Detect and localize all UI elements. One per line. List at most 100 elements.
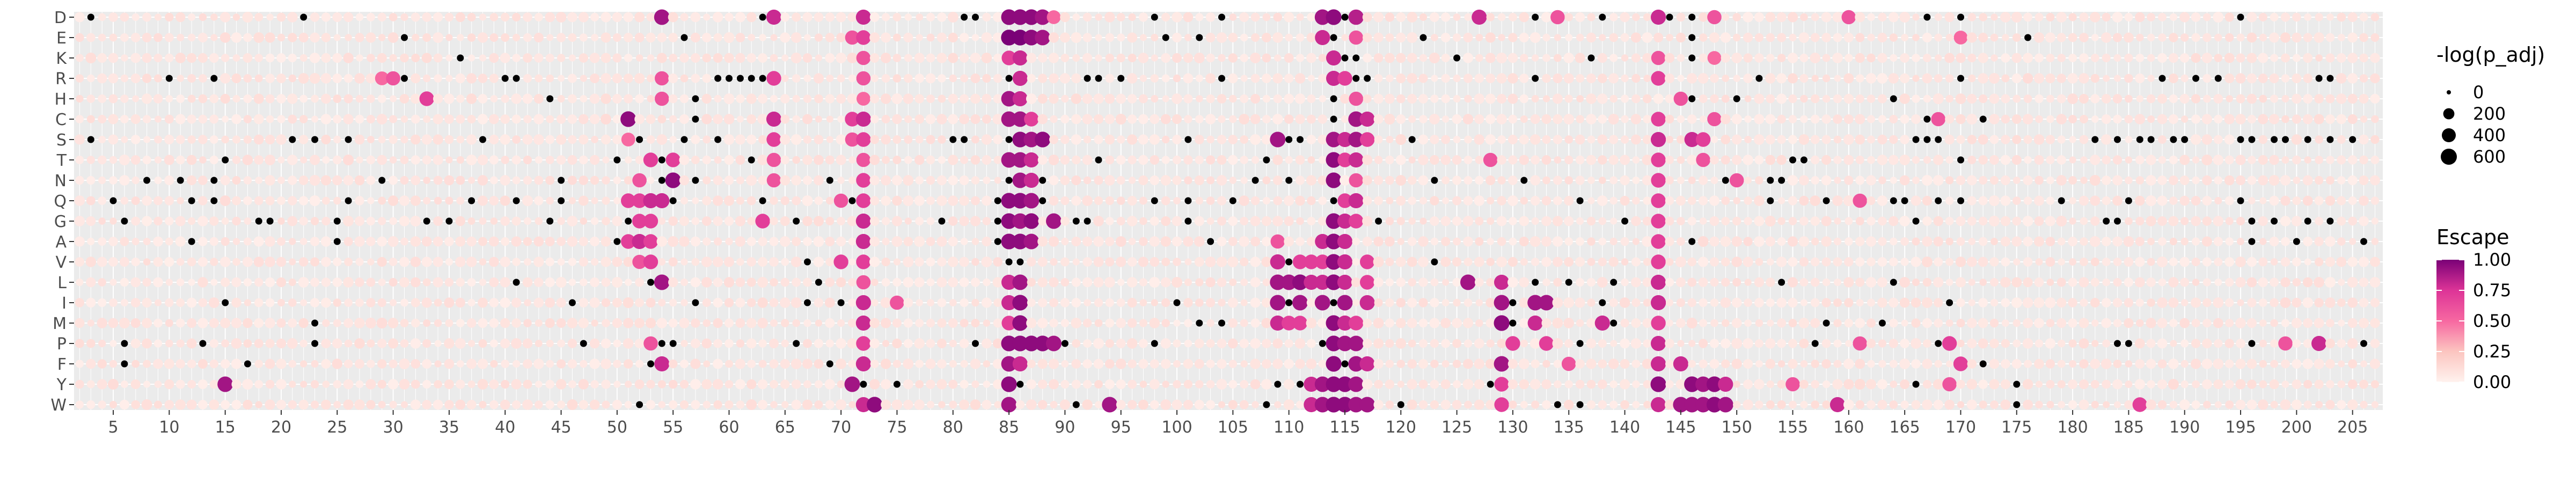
data-point [1292,274,1308,290]
data-point [1912,94,1920,103]
data-point [1798,236,1810,247]
data-point [735,277,745,287]
data-point [322,196,330,205]
data-point [265,175,275,186]
data-point [1609,135,1619,144]
data-point [1630,114,1642,125]
data-point [1184,217,1192,225]
data-point [2146,216,2156,226]
data-point [1744,196,1752,205]
data-point [892,318,902,328]
data-point [2135,195,2145,206]
data-point [713,175,723,185]
y-tick-label: M [53,314,67,333]
data-point [1149,277,1160,288]
data-point [198,135,208,144]
data-point [344,298,353,307]
data-point [1430,379,1439,389]
data-point [1788,115,1797,123]
data-point [1452,360,1461,368]
data-point [2058,401,2066,408]
data-point [612,53,622,63]
data-point [479,217,487,225]
data-point [2179,257,2190,267]
data-point [1162,380,1169,388]
data-point [1731,236,1742,247]
data-point [1899,155,1911,165]
data-point [2146,318,2156,328]
data-point [2012,319,2021,327]
data-point [2011,358,2022,369]
data-point [1529,338,1541,349]
data-point [856,336,871,351]
data-point [780,155,790,165]
data-point [992,32,1003,43]
data-point [332,12,342,22]
data-point [1666,13,1673,21]
data-point [2001,257,2010,267]
data-point [1619,297,1630,308]
data-point [1787,12,1798,23]
data-point [1005,177,1013,184]
data-point [580,75,587,82]
data-point [601,298,611,308]
data-point [120,299,128,306]
data-point [210,197,218,204]
data-point [478,318,488,328]
data-point [467,298,475,307]
data-point [971,319,980,327]
data-point [2057,360,2066,368]
data-point [1677,135,1685,144]
data-point [679,236,690,247]
data-point [646,298,656,308]
data-point [1890,95,1897,103]
data-point [222,156,229,164]
data-point [1441,299,1450,306]
data-point [175,53,186,63]
data-point [1395,155,1406,165]
data-point [567,74,577,83]
data-point [1721,359,1730,369]
data-point [1955,257,1966,267]
data-point [2280,399,2291,410]
data-point [1128,177,1136,184]
data-point [300,156,308,164]
data-point [387,379,399,390]
data-point [1326,397,1342,413]
data-point [2181,136,2189,143]
data-point [1015,400,1025,409]
data-point [2168,53,2178,63]
data-point [2090,12,2101,23]
data-point [2179,12,2190,23]
data-point [1822,74,1831,83]
data-point [1262,359,1271,369]
data-point [937,12,947,22]
data-point [1418,400,1428,409]
data-point [1418,175,1429,186]
data-point [276,379,287,390]
data-point [914,155,925,165]
data-point [1272,114,1283,125]
data-point [938,94,946,103]
data-point [724,53,734,63]
data-point [1509,217,1517,225]
data-point [736,176,744,185]
data-point [1867,135,1875,144]
data-point [1729,173,1744,188]
data-point [265,236,275,247]
data-point [1430,216,1439,226]
data-point [1946,360,1953,368]
data-point [948,257,958,267]
data-point [2113,75,2121,82]
data-point [947,12,958,23]
data-point [2011,277,2022,288]
data-point [1608,114,1619,125]
data-point [2292,12,2301,22]
data-point [1362,237,1372,246]
data-point [378,136,386,143]
data-point [219,73,231,84]
data-point [814,298,824,308]
data-point [2303,277,2313,288]
data-point [2169,258,2178,266]
data-point [1720,32,1731,43]
